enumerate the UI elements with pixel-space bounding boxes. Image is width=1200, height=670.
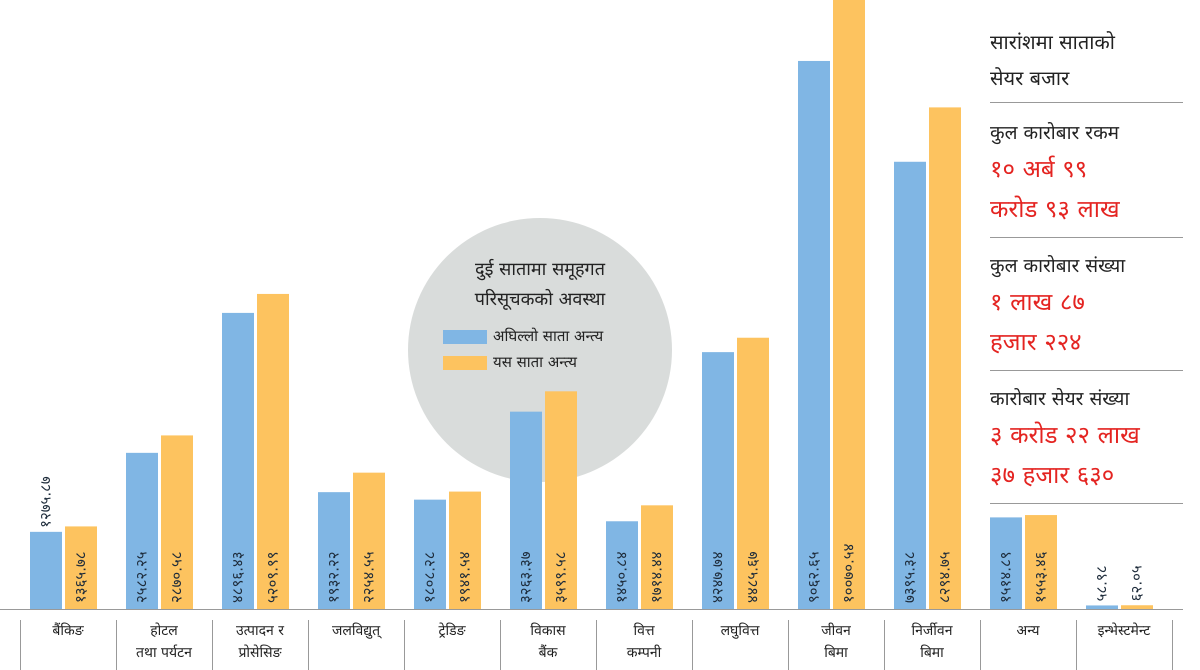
value-label: १२७५.८७	[37, 476, 55, 528]
stat-label: कुल कारोबार रकम	[990, 122, 1120, 144]
bar	[798, 60, 830, 609]
legend-swatch	[443, 356, 487, 370]
legend-swatch	[443, 330, 487, 344]
value-label: १३६५.७८	[72, 551, 90, 603]
x-tick-label: लघुवित्त	[720, 623, 760, 639]
value-label: ५२०९.९९	[264, 551, 282, 603]
bar	[990, 517, 1022, 609]
bar	[545, 391, 577, 609]
value-label: १४५०.८४	[613, 551, 631, 603]
value-label: १५५३.४६	[1032, 551, 1050, 603]
bar	[833, 0, 865, 609]
stat-value: १ लाख ८७ हजार २२४	[990, 282, 1183, 371]
bar	[222, 312, 254, 609]
bar	[449, 491, 481, 609]
x-tick-label: इन्भेस्टमेन्ट	[1097, 623, 1151, 639]
x-tick-label: जलविद्युत्	[331, 623, 381, 639]
stat-label: कुल कारोबार संख्या	[990, 255, 1126, 277]
value-label: ४८९६.४३	[229, 551, 247, 603]
value-label: १९३२.२२	[325, 551, 343, 603]
x-tick-label: ट्रेडिङ	[438, 623, 466, 639]
x-tick-label: होटल तथा पर्यटन	[136, 623, 192, 661]
bar	[1025, 515, 1057, 609]
x-tick-label: उत्पादन र प्रोसेसिङ	[236, 623, 284, 661]
value-label: ४२४७.७४	[709, 551, 727, 603]
value-label: २५८२.२५	[133, 551, 151, 603]
value-label: ६२.०५	[1128, 565, 1146, 601]
value-label: ३५९९.५८	[552, 551, 570, 603]
bar	[641, 505, 673, 609]
x-tick-label: जीवन बिमा	[821, 623, 851, 661]
stat-label: कारोबार सेयर संख्या	[990, 388, 1130, 410]
value-label: ३२६३.३७	[517, 551, 535, 603]
x-tick-label: बैंकिङ	[52, 623, 84, 639]
value-label: ७३९५.३८	[901, 551, 919, 603]
legend-label: यस साता अन्त्य	[493, 353, 577, 371]
value-label: ८२९४.७५	[936, 551, 954, 603]
bar	[318, 492, 350, 609]
x-tick-label: वित्त कम्पनी	[626, 623, 662, 661]
chart-title: दुई सातामा समूहगत परिसूचकको अवस्था	[474, 259, 606, 310]
bar	[30, 531, 62, 609]
summary-panel: सारांशमा साताको सेयर बजार कुल कारोबार रक…	[990, 24, 1183, 516]
bar	[1086, 605, 1118, 609]
summary-title: सारांशमा साताको सेयर बजार	[990, 24, 1183, 103]
value-label: १७१४.४४	[648, 551, 666, 603]
bar	[1121, 605, 1153, 609]
bar	[737, 337, 769, 609]
bar	[257, 293, 289, 609]
bar	[414, 499, 446, 609]
bar	[161, 435, 193, 609]
value-label: ४४८५.६७	[744, 551, 762, 603]
value-label: १९४१.५४	[456, 551, 474, 603]
value-label: २२५४.५५	[360, 551, 378, 603]
value-label: २८७०.५८	[168, 551, 186, 603]
bar	[702, 352, 734, 609]
bar	[510, 411, 542, 609]
legend-backdrop	[408, 218, 672, 482]
value-label: १००७०.५४	[840, 543, 858, 603]
value-label: ९०६२.६५	[805, 551, 823, 603]
bar	[126, 452, 158, 609]
x-tick-label: अन्य	[1016, 623, 1040, 639]
bar	[65, 526, 97, 609]
bar	[894, 161, 926, 610]
stat-value: १० अर्ब ९९ करोड ९३ लाख	[990, 149, 1183, 238]
bar	[353, 472, 385, 609]
x-tick-label: निर्जीवन बिमा	[911, 623, 953, 661]
x-tick-label: विकास बैंक	[530, 623, 566, 661]
value-label: १८०८.२८	[421, 551, 439, 603]
stat-value: ३ करोड २२ लाख ३७ हजार ६३०	[990, 415, 1183, 504]
bar	[606, 521, 638, 609]
value-label: ५८.९८	[1093, 565, 1111, 601]
value-label: १५१४.८९	[997, 551, 1015, 603]
bar	[929, 107, 961, 609]
legend-label: अघिल्लो साता अन्त्य	[493, 327, 604, 345]
